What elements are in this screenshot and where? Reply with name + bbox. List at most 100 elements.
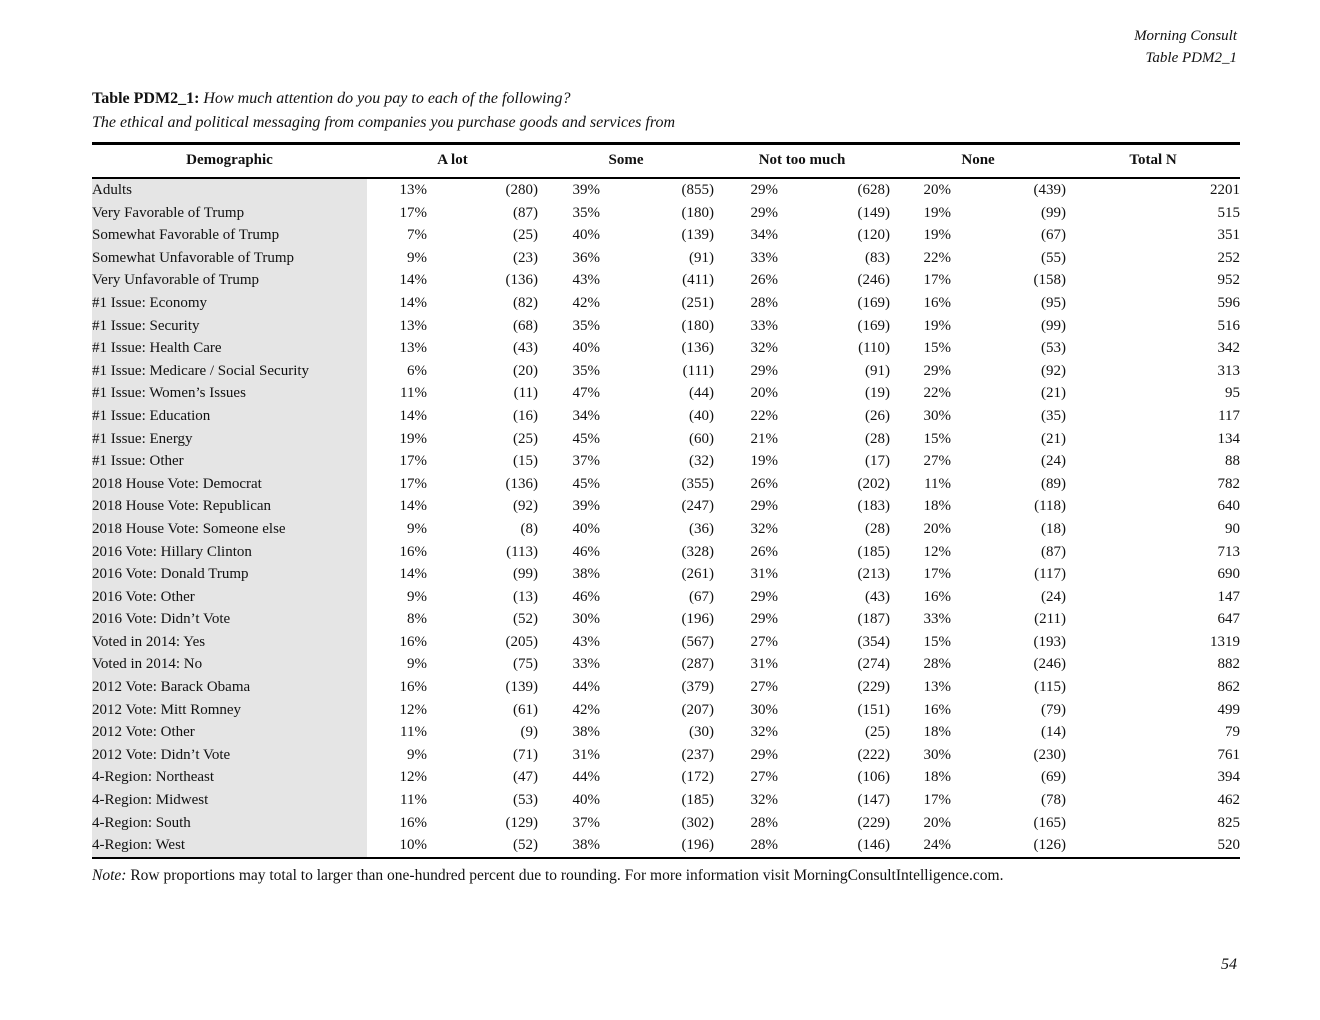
col-header-demographic: Demographic [92, 142, 367, 179]
total-n-cell: 462 [1217, 792, 1241, 809]
a-lot-pct-cell: 17% [399, 475, 428, 492]
a-lot-pct-cell: 16% [399, 679, 428, 696]
some-count-cell: (180) [681, 317, 715, 334]
none-count-cell: (99) [1041, 204, 1067, 221]
demographic-cell: Very Favorable of Trump [92, 201, 367, 225]
not-too-much-pct-cell: 30% [750, 701, 779, 718]
not-too-much-pct-cell: 22% [750, 407, 779, 424]
demographic-cell: 2016 Vote: Other [92, 585, 367, 609]
table-row: 4-Region: West 10% (52) 38% (196) 28% (146) 24%… [92, 834, 1240, 858]
some-pct-cell: 30% [572, 611, 601, 628]
not-too-much-count-cell: (169) [857, 294, 891, 311]
total-n-cell: 596 [1217, 294, 1241, 311]
demographic-cell: #1 Issue: Energy [92, 427, 367, 451]
some-count-cell: (172) [681, 769, 715, 786]
total-n-cell: 79 [1225, 724, 1241, 741]
a-lot-count-cell: (139) [505, 679, 539, 696]
none-pct-cell: 19% [923, 227, 952, 244]
demographic-cell: #1 Issue: Economy [92, 291, 367, 315]
none-pct-cell: 17% [923, 792, 952, 809]
crosstab-table: Demographic A lot Some Not too much None… [92, 142, 1241, 859]
table-row: Somewhat Favorable of Trump 7% (25) 40% (139… [92, 224, 1240, 247]
table-row: 4-Region: Midwest 11% (53) 40% (185) 32% (147)… [92, 789, 1240, 812]
table-row: #1 Issue: Energy 19% (25) 45% (60) 21% (28) 15%… [92, 427, 1240, 451]
demographic-cell: 2012 Vote: Mitt Romney [92, 698, 367, 722]
a-lot-count-cell: (129) [505, 814, 539, 831]
a-lot-count-cell: (71) [513, 746, 539, 763]
total-n-cell: 117 [1218, 407, 1241, 424]
table-row: 2012 Vote: Barack Obama 16% (139) 44% (379) 2… [92, 676, 1240, 699]
some-count-cell: (302) [681, 814, 715, 831]
document-header: Morning Consult Table PDM2_1 [1134, 25, 1237, 69]
some-pct-cell: 46% [572, 588, 601, 605]
table-row: 2012 Vote: Didn’t Vote 9% (71) 31% (237) 29% (… [92, 743, 1240, 767]
a-lot-pct-cell: 9% [407, 746, 427, 763]
some-count-cell: (196) [681, 837, 715, 854]
a-lot-pct-cell: 13% [399, 182, 428, 198]
col-header-total-n: Total N [1066, 142, 1241, 179]
table-row: #1 Issue: Medicare / Social Security 6% (2… [92, 359, 1240, 383]
some-count-cell: (40) [689, 407, 715, 424]
a-lot-pct-cell: 7% [407, 227, 427, 244]
a-lot-count-cell: (47) [513, 769, 539, 786]
none-pct-cell: 16% [923, 701, 952, 718]
a-lot-pct-cell: 14% [399, 498, 428, 515]
not-too-much-count-cell: (274) [857, 656, 891, 673]
total-n-cell: 640 [1217, 498, 1241, 515]
a-lot-count-cell: (280) [505, 182, 539, 198]
some-pct-cell: 39% [572, 182, 601, 198]
a-lot-count-cell: (23) [513, 249, 539, 266]
not-too-much-pct-cell: 26% [750, 475, 779, 492]
col-header-some: Some [538, 142, 715, 179]
a-lot-pct-cell: 16% [399, 543, 428, 560]
not-too-much-count-cell: (110) [858, 340, 891, 357]
note-label: Note: [92, 866, 127, 884]
a-lot-pct-cell: 9% [407, 249, 427, 266]
some-count-cell: (180) [681, 204, 715, 221]
none-pct-cell: 22% [923, 249, 952, 266]
none-count-cell: (99) [1041, 317, 1067, 334]
table-row: Adults 13% (280) 39% (855) 29% (628) 20% (439) 22… [92, 178, 1240, 202]
some-count-cell: (247) [681, 498, 715, 515]
table-row: Voted in 2014: No 9% (75) 33% (287) 31% (274) 2… [92, 653, 1240, 677]
table-row: Very Favorable of Trump 17% (87) 35% (180) 29… [92, 201, 1240, 225]
not-too-much-count-cell: (169) [857, 317, 891, 334]
some-count-cell: (136) [681, 340, 715, 357]
none-pct-cell: 22% [923, 385, 952, 402]
some-pct-cell: 47% [572, 385, 601, 402]
none-count-cell: (115) [1034, 679, 1067, 696]
total-n-cell: 499 [1217, 701, 1241, 718]
a-lot-count-cell: (13) [513, 588, 539, 605]
demographic-cell: Somewhat Unfavorable of Trump [92, 246, 367, 270]
some-pct-cell: 35% [572, 204, 601, 221]
not-too-much-pct-cell: 31% [750, 566, 779, 583]
page-number: 54 [1221, 956, 1237, 973]
not-too-much-pct-cell: 27% [750, 769, 779, 786]
none-pct-cell: 20% [923, 182, 952, 198]
a-lot-pct-cell: 12% [399, 769, 428, 786]
total-n-cell: 862 [1217, 679, 1241, 696]
not-too-much-pct-cell: 26% [750, 543, 779, 560]
a-lot-count-cell: (15) [513, 453, 539, 470]
a-lot-count-cell: (61) [513, 701, 539, 718]
none-pct-cell: 20% [923, 814, 952, 831]
some-pct-cell: 34% [572, 407, 601, 424]
total-n-cell: 147 [1217, 588, 1241, 605]
table-ref: Table PDM2_1 [1145, 50, 1237, 66]
a-lot-pct-cell: 13% [399, 340, 428, 357]
none-pct-cell: 15% [923, 430, 952, 447]
not-too-much-count-cell: (25) [865, 724, 891, 741]
some-pct-cell: 44% [572, 769, 601, 786]
total-n-cell: 252 [1217, 249, 1241, 266]
total-n-cell: 647 [1217, 611, 1241, 628]
none-pct-cell: 30% [923, 407, 952, 424]
table-subtitle: The ethical and political messaging from… [92, 114, 676, 131]
table-row: Very Unfavorable of Trump 14% (136) 43% (411… [92, 269, 1240, 292]
not-too-much-count-cell: (91) [865, 362, 891, 379]
a-lot-pct-cell: 16% [399, 814, 428, 831]
some-count-cell: (60) [689, 430, 715, 447]
none-pct-cell: 18% [923, 769, 952, 786]
demographic-cell: #1 Issue: Health Care [92, 337, 367, 360]
none-count-cell: (246) [1033, 656, 1067, 673]
not-too-much-pct-cell: 31% [750, 656, 779, 673]
